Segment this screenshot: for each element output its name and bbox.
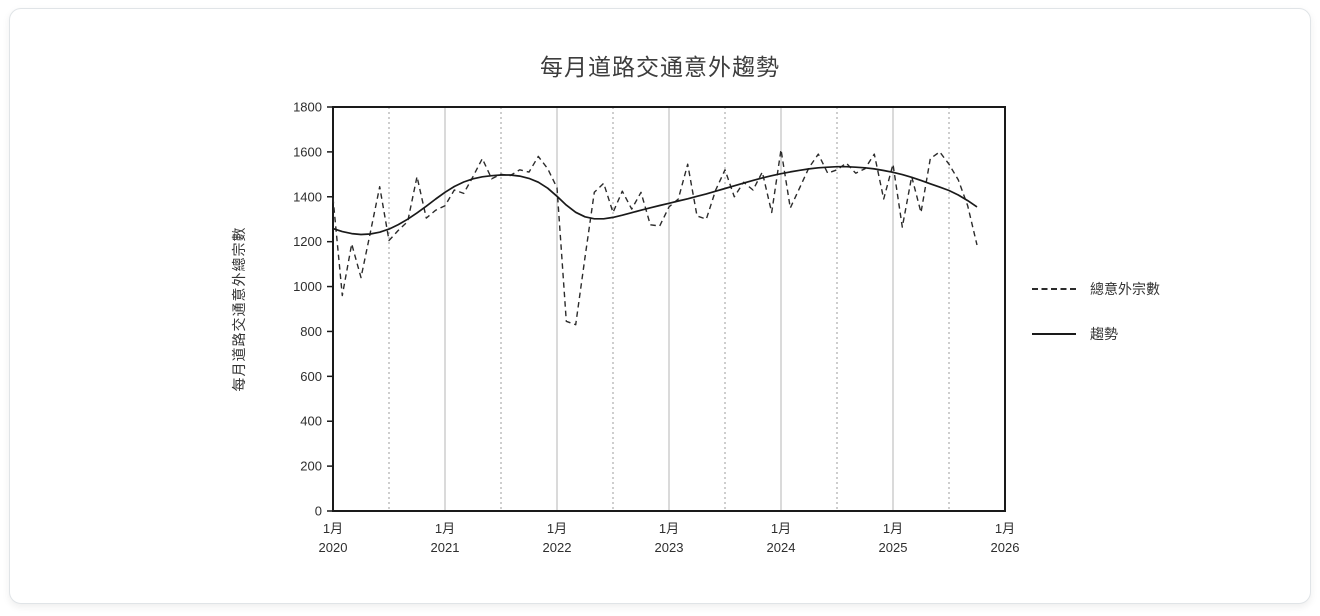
x-tick-year-label: 2024 (767, 540, 796, 555)
y-tick-label: 1200 (293, 234, 322, 249)
x-tick-year-label: 2025 (879, 540, 908, 555)
y-tick-label: 1000 (293, 279, 322, 294)
y-tick-label: 600 (300, 369, 322, 384)
y-tick-label: 400 (300, 414, 322, 429)
series-trend-line (332, 165, 978, 236)
legend: 總意外宗數 趨勢 (1032, 278, 1160, 345)
plot-frame (332, 106, 1006, 512)
x-tick-year-label: 2020 (319, 540, 348, 555)
y-tick-label: 1800 (293, 100, 322, 115)
x-tick-year-label: 2026 (991, 540, 1020, 555)
x-tick-month-label: 1月 (883, 521, 903, 536)
x-tick-month-label: 1月 (995, 521, 1015, 536)
legend-item-trend: 趨勢 (1032, 323, 1160, 345)
y-tick-label: 800 (300, 324, 322, 339)
x-tick-month-label: 1月 (323, 521, 343, 536)
x-tick-year-label: 2023 (655, 540, 684, 555)
legend-item-total: 總意外宗數 (1032, 278, 1160, 300)
legend-dashed-line-sample (1032, 288, 1076, 290)
legend-label-total: 總意外宗數 (1090, 281, 1160, 297)
x-tick-month-label: 1月 (659, 521, 679, 536)
x-tick-year-label: 2022 (543, 540, 572, 555)
series-total-accidents-line (332, 148, 978, 326)
legend-solid-line-sample (1032, 333, 1076, 335)
y-tick-label: 0 (315, 504, 322, 519)
x-tick-year-label: 2021 (431, 540, 460, 555)
y-axis-title: 每月道路交通意外總宗數 (231, 227, 247, 392)
x-tick-month-label: 1月 (771, 521, 791, 536)
chart-title: 每月道路交通意外趨勢 (540, 54, 780, 80)
y-tick-label: 1600 (293, 144, 322, 159)
y-tick-label: 1400 (293, 189, 322, 204)
y-tick-label: 200 (300, 459, 322, 474)
legend-label-trend: 趨勢 (1090, 326, 1118, 342)
x-tick-month-label: 1月 (435, 521, 455, 536)
x-tick-month-label: 1月 (547, 521, 567, 536)
